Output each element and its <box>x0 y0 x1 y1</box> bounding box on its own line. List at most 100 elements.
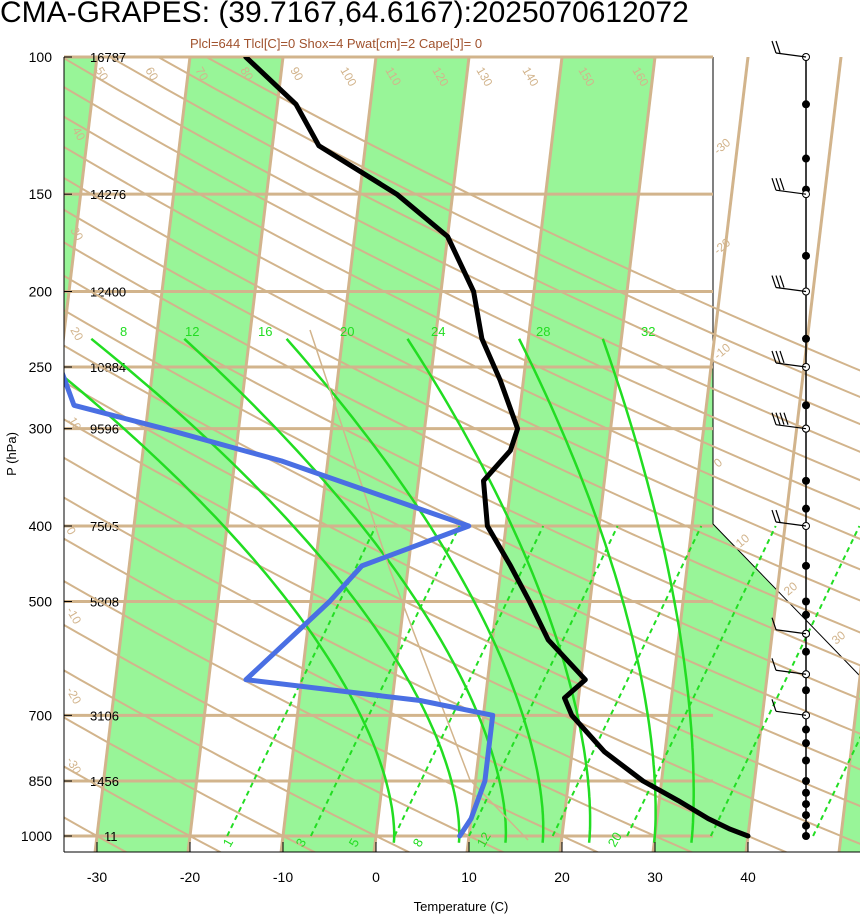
wind-level-dot <box>802 832 810 840</box>
wind-barb-feather <box>771 617 777 630</box>
pressure-tick-label: 500 <box>29 593 53 609</box>
dry-adiabat-label: 140 <box>519 65 541 90</box>
dry-adiabat-line <box>108 57 860 426</box>
wind-barb-staff <box>775 629 807 635</box>
wind-level-dot <box>802 504 810 513</box>
wind-barb-feather <box>775 275 781 288</box>
wind-barb-staff <box>775 424 807 430</box>
wind-barb-feather <box>775 509 781 523</box>
moist-adiabat-line <box>601 338 695 843</box>
dry-adiabat-label: 50 <box>92 65 111 84</box>
y-axis-label: P (hPa) <box>4 432 19 476</box>
mixing-ratio-label: 1 <box>220 836 237 850</box>
x-tick-label: -10 <box>273 869 293 885</box>
wind-barb-staff <box>775 286 807 293</box>
wind-barb-feather <box>771 412 777 425</box>
x-tick-label: 30 <box>647 869 663 885</box>
dry-adiabat-line <box>64 456 860 845</box>
dry-adiabat-label: 130 <box>473 65 495 90</box>
dry-adiabat-line <box>64 57 860 453</box>
dry-adiabat-line <box>156 57 860 399</box>
pressure-tick-label: 150 <box>29 186 53 202</box>
dry-adiabat-line <box>64 669 411 852</box>
wind-barb-feather <box>771 658 777 671</box>
mixing-ratio-label: 8 <box>410 836 427 850</box>
moist-adiabat-label: 32 <box>641 324 655 339</box>
parcel-path-line <box>309 329 529 841</box>
temperature-band <box>281 57 470 852</box>
wind-level-dot <box>802 476 810 485</box>
x-tick-label: 0 <box>372 869 380 885</box>
x-tick-label: 20 <box>554 869 570 885</box>
dry-adiabat-line <box>64 309 860 701</box>
wind-barb-feather <box>771 509 777 523</box>
dry-adiabat-label: 30 <box>67 225 86 244</box>
moist-adiabat-line <box>64 375 396 843</box>
pressure-tick-label: 100 <box>29 49 53 65</box>
dry-adiabat-line <box>64 765 222 852</box>
dry-adiabat-line <box>64 344 860 735</box>
dry-adiabat-label: 80 <box>237 65 256 84</box>
wind-barb-feather <box>783 412 789 425</box>
wind-barb-column <box>771 40 810 840</box>
x-tick-label: -20 <box>180 869 200 885</box>
dry-adiabat-line <box>64 274 860 667</box>
wind-barb-staff <box>775 521 807 527</box>
wind-level-dot <box>802 777 810 786</box>
moist-adiabat-label: 20 <box>340 324 354 339</box>
mixing-ratio-line <box>812 735 860 837</box>
dry-adiabat-line <box>64 145 860 540</box>
pressure-tick-label: 400 <box>29 518 53 534</box>
mixing-ratio-line <box>309 525 461 837</box>
height-label: 5808 <box>90 594 119 609</box>
dry-adiabat-line <box>64 208 860 602</box>
wind-barb-feather <box>779 412 785 425</box>
pressure-tick-label: 1000 <box>21 828 52 844</box>
x-tick-label: 10 <box>461 869 477 885</box>
wind-level-dot <box>802 686 810 695</box>
wind-level-dot <box>802 334 810 343</box>
x-axis-label: Temperature (C) <box>414 899 509 914</box>
dry-adiabat-line <box>64 115 860 511</box>
moist-adiabat-line <box>517 338 657 843</box>
moist-adiabat-label: 16 <box>258 324 272 339</box>
pressure-tick-label: 200 <box>29 284 53 300</box>
isotherm-line <box>837 664 860 852</box>
wind-barb-staff <box>775 669 807 675</box>
moist-adiabat-line <box>90 337 461 843</box>
wind-level-dot <box>802 561 810 570</box>
dewpoint-profile <box>64 370 496 839</box>
wind-barb-feather <box>771 40 777 54</box>
moist-adiabat-label: 24 <box>431 324 445 339</box>
height-label: 7505 <box>90 519 119 534</box>
wind-barb-staff <box>775 189 807 195</box>
wind-level-dot <box>802 811 810 820</box>
height-label: 11 <box>104 829 118 844</box>
plot-boundary-line <box>712 57 860 677</box>
pressure-tick-label: 250 <box>29 359 53 375</box>
dry-adiabat-label: -10 <box>63 605 84 627</box>
dry-adiabat-label: 20 <box>67 325 86 344</box>
wind-barb-feather <box>779 350 785 364</box>
mixing-ratio-label: 12 <box>474 829 494 849</box>
dry-adiabats <box>64 57 860 852</box>
wind-barb-staff <box>775 710 807 716</box>
axes: -30 -20 -10 0 10 20 30 40 <box>63 56 860 885</box>
wind-barb-staff <box>775 362 807 368</box>
wind-barb-feather <box>775 40 781 54</box>
pressure-tick-label: 700 <box>29 707 53 723</box>
height-label: 12400 <box>90 285 126 300</box>
moist-adiabats <box>64 337 695 843</box>
dry-adiabat-line <box>64 85 860 482</box>
isotherm-line <box>744 57 843 852</box>
moist-adiabat-line <box>406 338 592 843</box>
x-tick-label: -30 <box>87 869 107 885</box>
wind-barb-feather <box>771 275 777 288</box>
parcel-path <box>309 329 529 841</box>
mixing-ratio-label: 20 <box>605 829 625 849</box>
moist-adiabat-line <box>183 337 508 843</box>
dry-adiabat-line <box>204 57 860 372</box>
wind-level-dot <box>802 725 810 734</box>
moist-adiabat-label: 28 <box>536 324 550 339</box>
